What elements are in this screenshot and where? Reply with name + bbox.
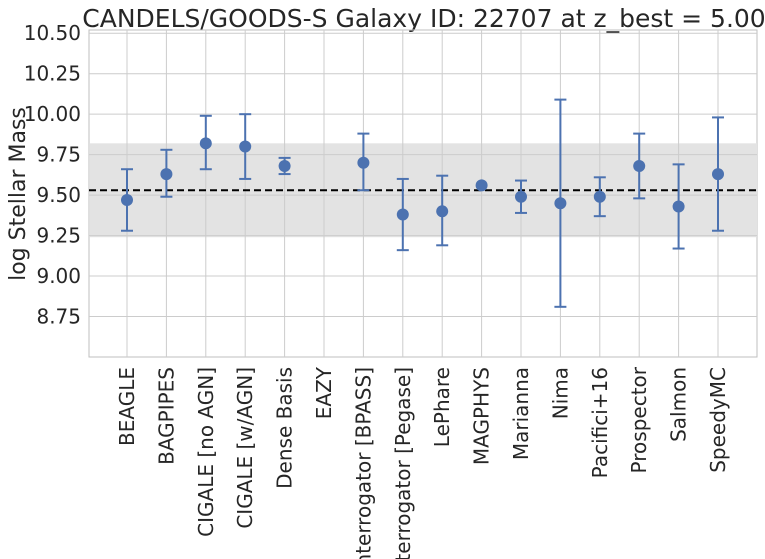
x-tick-label: BAGPIPES: [154, 367, 178, 465]
data-point: [593, 190, 606, 203]
x-tick-label: Pacifici+16: [588, 367, 612, 478]
y-tick-label: 9.00: [36, 264, 81, 288]
data-point: [633, 159, 646, 172]
y-axis-label: log Stellar Mass: [6, 107, 31, 281]
y-tick-label: 9.75: [36, 143, 81, 167]
x-tick-label: EAZY: [312, 366, 336, 419]
x-tick-label: LePhare: [430, 367, 454, 447]
data-point: [515, 190, 527, 203]
x-tick-label: Marianna: [509, 367, 533, 460]
data-point: [475, 179, 488, 192]
x-tick-label: CIGALE [no AGN]: [194, 367, 218, 537]
x-tick-label: Interrogator [BPASS]: [351, 367, 375, 559]
y-tick-label: 10.50: [24, 21, 81, 45]
y-tick-label: 10.25: [24, 62, 81, 86]
x-tick-label: BEAGLE: [115, 367, 139, 446]
x-tick-label: Nima: [548, 367, 572, 419]
data-point: [357, 156, 370, 169]
data-point: [121, 193, 133, 206]
x-tick-label: CIGALE [w/AGN]: [233, 367, 257, 529]
y-tick-label: 8.75: [36, 305, 81, 329]
x-tick-label: Salmon: [667, 367, 691, 442]
x-tick-label: Dense Basis: [273, 367, 297, 489]
x-tick-label: Prospector: [627, 366, 651, 473]
x-tick-label: MAGPHYS: [470, 367, 494, 465]
data-point: [396, 208, 409, 221]
data-point: [278, 159, 291, 172]
chart-title: CANDELS/GOODS-S Galaxy ID: 22707 at z_be…: [82, 4, 765, 33]
y-tick-label: 9.25: [36, 224, 81, 248]
data-point: [239, 140, 252, 153]
y-tick-label: 10.00: [24, 102, 81, 126]
data-point: [554, 197, 567, 210]
data-point: [160, 168, 173, 181]
data-point: [712, 168, 724, 181]
x-tick-label: SpeedyMC: [706, 367, 730, 473]
y-tick-label: 9.50: [36, 183, 81, 207]
x-tick-label: Interrogator [Pegase]: [391, 367, 415, 559]
data-point: [672, 200, 685, 213]
data-point: [199, 137, 212, 150]
data-point: [436, 205, 449, 218]
